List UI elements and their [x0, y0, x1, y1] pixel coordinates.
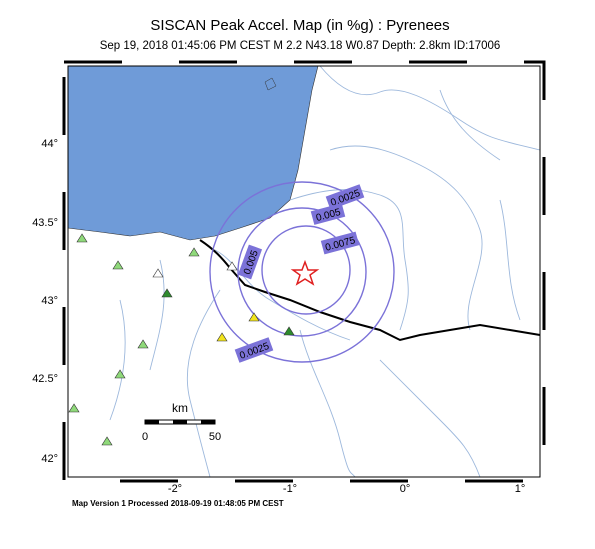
epicenter	[290, 259, 320, 286]
sea	[67, 65, 319, 241]
station	[114, 369, 126, 379]
lake	[264, 77, 277, 91]
scale-bar: km 0 50	[142, 401, 221, 443]
map: 0.0025 0.005 0.0075 0.005 0.0025 km	[62, 60, 546, 483]
x-tick-label: 1°	[515, 483, 526, 495]
y-tick-label: 43°	[41, 295, 58, 307]
contour	[237, 207, 367, 337]
footer: Map Version 1 Processed 2018-09-19 01:48…	[72, 499, 284, 508]
subtitle: Sep 19, 2018 01:45:06 PM CEST M 2.2 N43.…	[100, 40, 501, 52]
label-box	[234, 337, 274, 363]
scale-unit: km	[172, 401, 188, 415]
station	[68, 403, 80, 413]
x-tick-label: 0°	[400, 483, 411, 495]
station	[188, 247, 200, 257]
y-tick-label: 43.5°	[32, 217, 58, 229]
label-box	[325, 184, 365, 210]
station	[101, 436, 113, 446]
station	[152, 268, 164, 278]
x-tick-label: -2°	[168, 483, 182, 495]
station	[161, 288, 173, 298]
x-tick-label: -1°	[283, 483, 297, 495]
stations	[68, 233, 295, 446]
station	[112, 260, 124, 270]
scale-end: 50	[209, 431, 221, 443]
label-box	[310, 203, 346, 225]
station	[216, 332, 228, 342]
title: SISCAN Peak Accel. Map (in %g) : Pyrenee…	[150, 17, 449, 34]
scale-start: 0	[142, 431, 148, 443]
station	[137, 339, 149, 349]
rivers	[109, 65, 541, 478]
y-tick-label: 42°	[41, 453, 58, 465]
contours	[209, 181, 395, 363]
station	[76, 233, 88, 243]
y-tick-label: 42.5°	[32, 373, 58, 385]
label-box	[237, 244, 263, 280]
axis-labels: -2° -1° 0° 1° 44° 43.5° 43° 42.5° 42°	[32, 138, 525, 495]
station	[283, 326, 295, 336]
y-tick-label: 44°	[41, 138, 58, 150]
station	[248, 312, 260, 322]
contour-labels: 0.0025 0.005 0.0075 0.005 0.0025	[234, 184, 365, 363]
frame	[67, 65, 541, 478]
contour	[209, 181, 395, 363]
label-box	[320, 231, 360, 255]
frame-border	[62, 60, 546, 483]
station	[226, 261, 238, 271]
contour	[261, 225, 351, 315]
